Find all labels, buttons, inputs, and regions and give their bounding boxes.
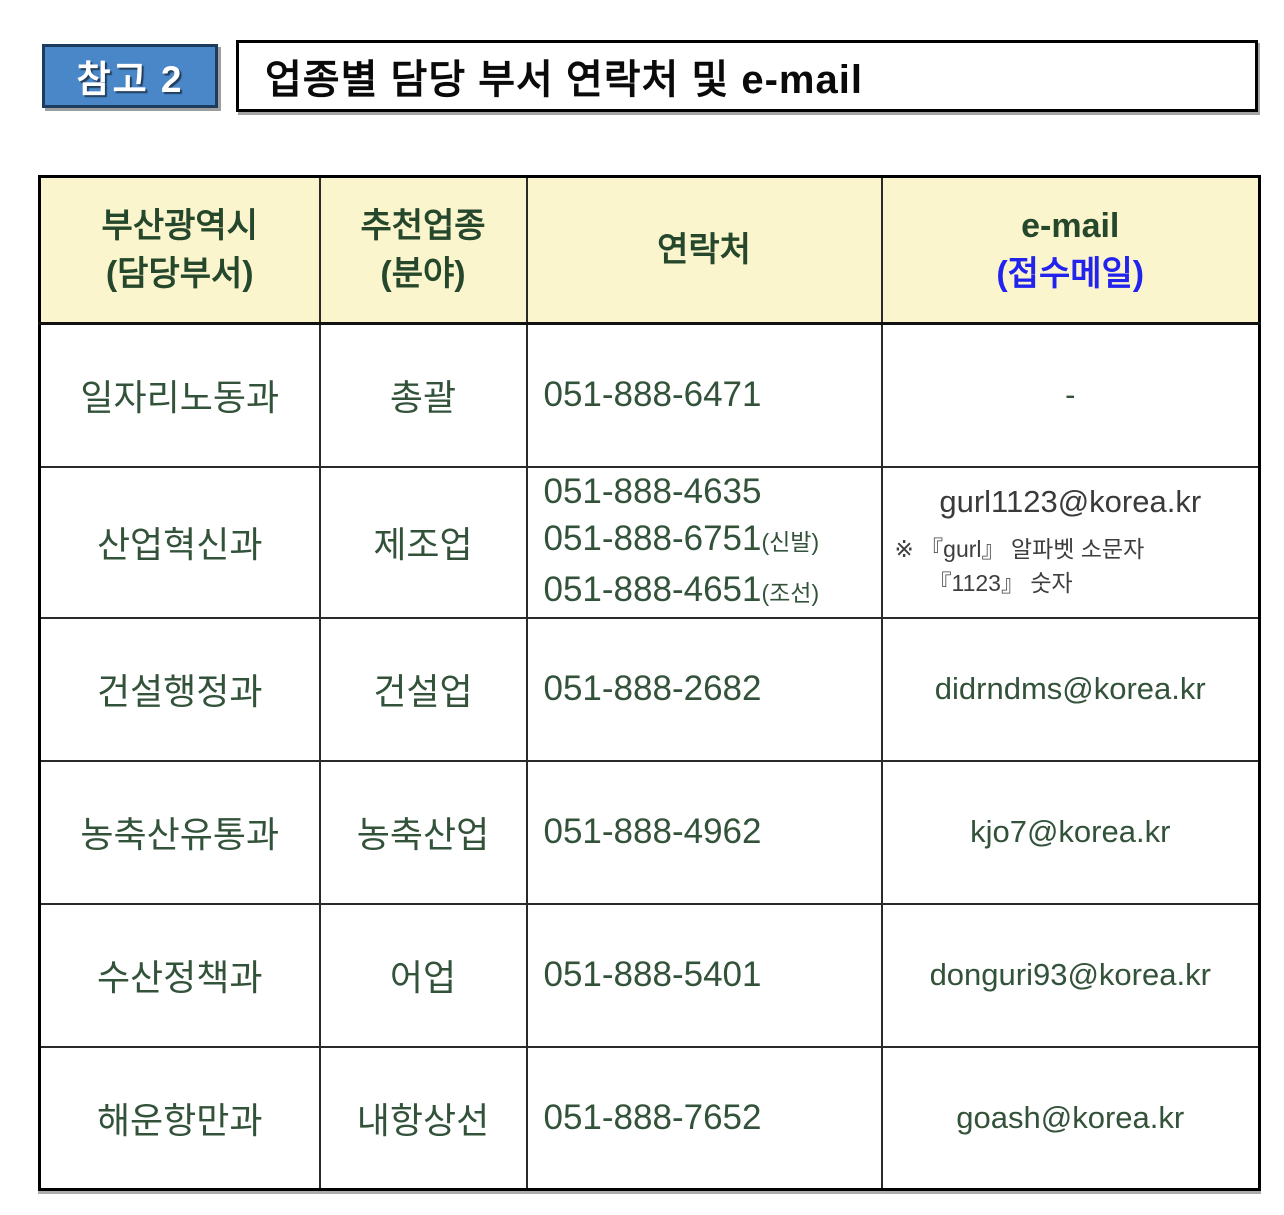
header-department-line2: (담당부서) [105, 255, 254, 293]
industry-cell: 제조업 [318, 465, 528, 619]
table-body: 일자리노동과 총괄 051-888-6471 - 산업혁신과 제조업 051-8… [38, 322, 1261, 1191]
phone-suffix: (신발) [761, 528, 820, 555]
email-cell: - [880, 322, 1261, 468]
industry-cell: 건설업 [318, 616, 528, 762]
email-cell: donguri93@korea.kr [880, 902, 1261, 1048]
header-industry-line1: 추천업종 [360, 206, 486, 245]
email-note: ※ 『gurl』 알파벳 소문자 『1123』 숫자 [883, 532, 1259, 600]
phone-line: 051-888-4651(조선) [544, 566, 881, 617]
department-cell: 건설행정과 [38, 616, 321, 762]
contact-cell: 051-888-5401 [525, 902, 883, 1048]
table-row-shipping-port: 해운항만과 내항상선 051-888-7652 goash@korea.kr [38, 1045, 1261, 1191]
email-note-line1: ※ 『gurl』 알파벳 소문자 [894, 536, 1145, 562]
department-cell: 해운항만과 [38, 1045, 321, 1191]
contact-cell: 051-888-6471 [525, 322, 883, 468]
phone-line: 051-888-6751(신발) [544, 515, 881, 566]
title-box: 업종별 담당 부서 연락처 및 e-mail [236, 40, 1258, 112]
table-row-jobs-labor: 일자리노동과 총괄 051-888-6471 - [38, 322, 1261, 468]
phone-number: 051-888-4651 [543, 569, 762, 609]
phone-line: 051-888-4635 [544, 468, 881, 515]
table-row-agri-livestock: 농축산유통과 농축산업 051-888-4962 kjo7@korea.kr [38, 759, 1261, 905]
department-cell: 산업혁신과 [38, 465, 321, 619]
contact-table: 부산광역시 (담당부서) 추천업종 (분야) 연락처 e-mail (접수메일)… [38, 175, 1261, 1191]
reference-badge-label: 참고 2 [76, 59, 184, 100]
header-email-line2: (접수메일) [996, 255, 1145, 293]
table-row-construction-admin: 건설행정과 건설업 051-888-2682 didrndms@korea.kr [38, 616, 1261, 762]
contact-cell: 051-888-7652 [525, 1045, 883, 1191]
header-industry: 추천업종 (분야) [318, 175, 528, 325]
table-header-row: 부산광역시 (담당부서) 추천업종 (분야) 연락처 e-mail (접수메일) [38, 175, 1261, 325]
table-header: 부산광역시 (담당부서) 추천업종 (분야) 연락처 e-mail (접수메일) [38, 175, 1261, 325]
document-header: 참고 2 업종별 담당 부서 연락처 및 e-mail [42, 40, 1258, 112]
page-title: 업종별 담당 부서 연락처 및 e-mail [265, 58, 863, 102]
contact-cell: 051-888-4635 051-888-6751(신발) 051-888-46… [525, 465, 883, 619]
header-department: 부산광역시 (담당부서) [38, 175, 321, 325]
header-department-line1: 부산광역시 [101, 206, 258, 245]
table-row-industry-innovation: 산업혁신과 제조업 051-888-4635 051-888-6751(신발) … [38, 465, 1261, 619]
table-row-fisheries-policy: 수산정책과 어업 051-888-5401 donguri93@korea.kr [38, 902, 1261, 1048]
header-email-line1: e-mail [1021, 206, 1120, 245]
email-cell: kjo7@korea.kr [880, 759, 1261, 905]
department-cell: 농축산유통과 [38, 759, 321, 905]
email-cell: goash@korea.kr [880, 1045, 1261, 1191]
department-cell: 수산정책과 [38, 902, 321, 1048]
industry-cell: 어업 [318, 902, 528, 1048]
email-cell: gurl1123@korea.kr ※ 『gurl』 알파벳 소문자 『1123… [880, 465, 1261, 619]
email-note-line2: 『1123』 숫자 [928, 570, 1073, 596]
department-cell: 일자리노동과 [38, 322, 321, 468]
header-contact: 연락처 [525, 175, 883, 325]
email-cell: didrndms@korea.kr [880, 616, 1261, 762]
email-address: gurl1123@korea.kr [939, 484, 1202, 519]
phone-number: 051-888-4635 [543, 471, 762, 511]
header-industry-line2: (분야) [380, 255, 466, 293]
reference-badge: 참고 2 [42, 44, 218, 108]
industry-cell: 총괄 [318, 322, 528, 468]
phone-number: 051-888-6751 [543, 518, 762, 558]
industry-cell: 내항상선 [318, 1045, 528, 1191]
contact-cell: 051-888-2682 [525, 616, 883, 762]
header-email: e-mail (접수메일) [880, 175, 1261, 325]
phone-suffix: (조선) [761, 579, 820, 606]
contact-cell: 051-888-4962 [525, 759, 883, 905]
header-contact-label: 연락처 [657, 230, 751, 269]
industry-cell: 농축산업 [318, 759, 528, 905]
